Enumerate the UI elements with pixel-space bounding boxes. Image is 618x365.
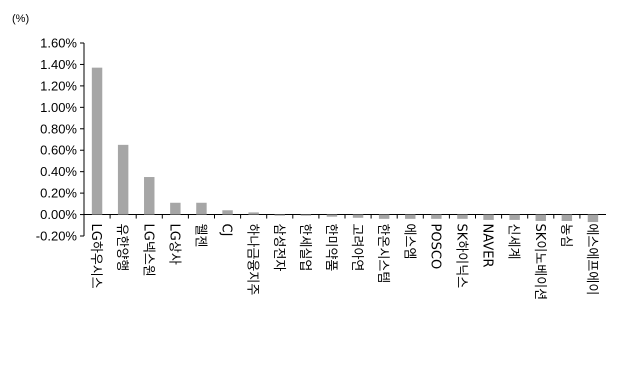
bar [144,177,155,215]
category-label: CJ [219,224,234,237]
y-tick-label: -0.20% [36,229,78,244]
bar [535,214,546,221]
bar [457,214,468,219]
y-tick-label: 1.60% [40,36,77,51]
bar [248,212,259,215]
category-label: LG넥스원 [140,224,155,277]
bar-series [91,67,599,223]
category-label: 에스엠 [401,224,416,260]
bar [587,214,599,223]
category-label: 웰젠 [192,224,207,248]
category-label: LG상사 [166,224,181,265]
bar [509,214,520,220]
bar [91,67,103,215]
y-axis: -0.20% 0.00% 0.20% 0.40% 0.60% 0.80% 1.00% 1.20… [36,36,85,244]
category-label: 신세계 [506,224,521,260]
y-unit-label: (%) [12,13,29,25]
category-label: SK이노베이션 [532,224,547,301]
category-labels: LG하우시스 유한양행 LG넥스원 LG상사 웰젠 CJ 하나금융지주 삼성전자 한세실업 한미약… [88,224,599,301]
y-tick-label: 1.40% [40,57,77,72]
bar [222,210,233,215]
bar [117,144,129,215]
bar [300,214,312,216]
bar [274,214,285,216]
category-label: 에스에프에이 [584,224,599,296]
bar [378,214,390,219]
category-label: 하나금융지주 [245,224,260,296]
bar [352,214,364,218]
x-axis [83,214,606,219]
y-tick-label: 0.60% [40,143,77,158]
category-label: 삼성전자 [271,224,286,272]
bar [196,202,207,215]
category-label: 농심 [558,224,573,248]
category-label: 고려아연 [349,224,364,272]
bar [483,214,494,220]
y-tick-label: 1.20% [40,78,77,93]
y-tick-label: 1.00% [40,100,77,115]
y-tick-label: 0.20% [40,186,77,201]
y-tick-label: 0.40% [40,164,77,179]
category-label: SK하이닉스 [453,224,468,289]
category-label: NAVER [480,224,495,268]
category-label: 한온시스템 [375,224,390,284]
bar [561,214,573,221]
category-label: 한세실업 [297,224,312,272]
category-label: 한미약품 [323,224,338,272]
bar [405,214,416,219]
category-label: LG하우시스 [88,224,103,289]
bar [431,214,442,219]
category-label: POSCO [427,224,442,270]
y-tick-label: 0.80% [40,121,77,136]
bar [170,202,181,215]
y-tick-label: 0.00% [40,207,77,222]
bar [326,214,338,217]
category-label: 유한양행 [114,224,130,272]
